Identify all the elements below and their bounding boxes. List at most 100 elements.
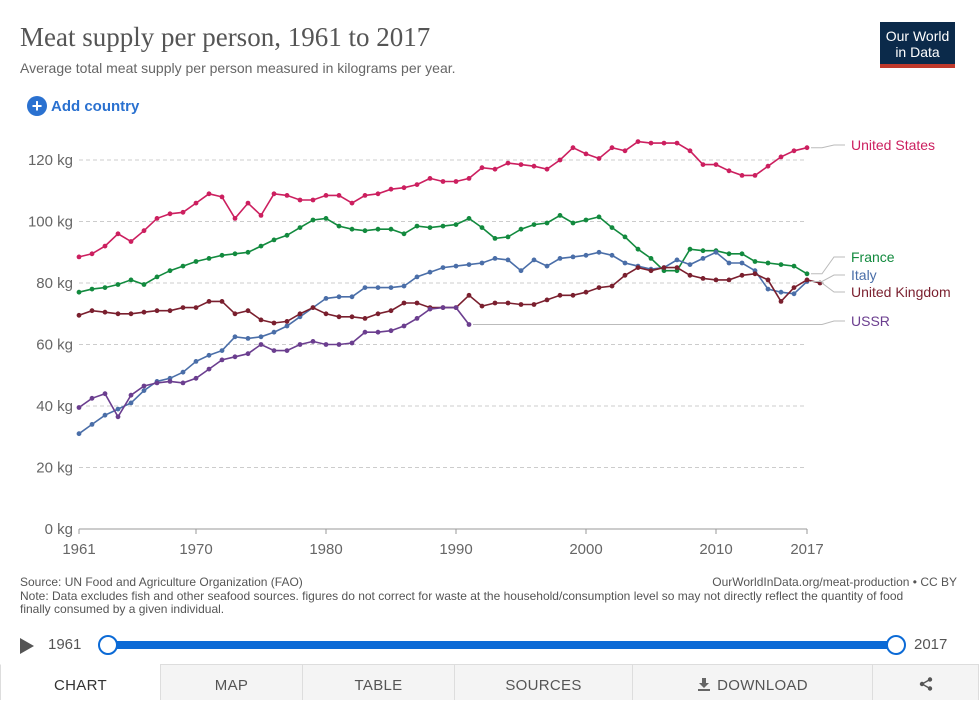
data-point-france [284, 232, 290, 238]
x-tick-label: 1961 [62, 541, 95, 558]
data-point-united-states [167, 211, 173, 217]
data-point-italy [427, 269, 433, 275]
data-point-france [401, 231, 407, 237]
data-point-united-kingdom [89, 308, 95, 314]
data-point-france [765, 260, 771, 266]
data-point-united-states [245, 200, 251, 206]
tab-table[interactable]: TABLE [302, 664, 454, 700]
data-point-united-kingdom [219, 299, 225, 304]
data-point-united-states [76, 254, 82, 260]
data-point-united-states [596, 156, 602, 161]
data-point-united-kingdom [570, 292, 576, 298]
data-point-ussr [167, 379, 173, 384]
data-point-france [232, 251, 238, 257]
data-point-united-kingdom [232, 311, 238, 317]
data-point-italy [349, 294, 355, 300]
data-point-united-states [479, 165, 485, 171]
data-point-united-states [674, 140, 680, 146]
tab-sources[interactable]: SOURCES [454, 664, 632, 700]
data-point-united-states [791, 148, 797, 154]
data-point-france [219, 252, 225, 258]
data-point-italy [128, 400, 134, 406]
timeline-start-handle[interactable] [98, 635, 118, 655]
data-point-united-states [297, 197, 303, 203]
series-label-united-kingdom[interactable]: United Kingdom [851, 284, 951, 300]
data-point-united-states [505, 160, 511, 166]
data-point-united-states [89, 251, 95, 257]
tab-map[interactable]: MAP [160, 664, 302, 700]
data-point-united-kingdom [336, 314, 342, 320]
data-point-france [622, 234, 628, 240]
data-point-italy [440, 265, 446, 270]
data-point-france [726, 251, 732, 257]
series-united-kingdom [76, 265, 823, 326]
data-point-italy [700, 256, 706, 261]
data-point-france [778, 262, 784, 267]
data-point-united-kingdom [297, 311, 303, 317]
data-point-france [271, 237, 277, 243]
data-point-united-kingdom [505, 300, 511, 306]
data-point-united-states [687, 148, 693, 154]
share-button[interactable] [872, 664, 979, 700]
series-line-united-states [78, 140, 808, 258]
download-icon [698, 678, 711, 691]
data-point-france [76, 289, 82, 295]
series-label-united-states[interactable]: United States [851, 137, 935, 153]
data-point-united-states [193, 200, 199, 206]
play-icon[interactable] [20, 638, 34, 654]
series-label-italy[interactable]: Italy [851, 267, 877, 283]
data-point-united-states [609, 145, 615, 151]
data-point-united-kingdom [622, 272, 628, 278]
data-point-ussr [258, 342, 264, 347]
y-tick-label: 60 kg [36, 337, 73, 354]
data-point-united-states [765, 163, 771, 169]
data-point-united-kingdom [700, 276, 706, 281]
timeline-end-label: 2017 [914, 636, 948, 653]
owid-logo[interactable]: Our World in Data [880, 22, 955, 68]
tab-download[interactable]: DOWNLOAD [632, 664, 872, 700]
data-point-italy [284, 323, 290, 329]
data-point-united-kingdom [258, 317, 264, 323]
page-title: Meat supply per person, 1961 to 2017 [20, 22, 431, 52]
timeline-track[interactable] [108, 641, 896, 649]
timeline: 1961 2017 [0, 630, 979, 660]
data-point-united-kingdom [557, 292, 563, 298]
timeline-end-handle[interactable] [886, 635, 906, 655]
label-connector-united-kingdom [820, 282, 845, 293]
data-point-ussr [323, 342, 329, 347]
add-country-button[interactable]: + Add country [27, 96, 139, 116]
data-point-united-states [310, 197, 316, 203]
y-axis-labels: 0 kg 20 kg 40 kg 60 kg 80 kg 100 kg 120 kg [28, 152, 73, 538]
data-point-ussr [427, 306, 433, 312]
data-point-united-kingdom [128, 311, 134, 317]
data-point-france [310, 217, 316, 223]
data-point-united-kingdom [362, 316, 368, 321]
data-point-italy [726, 260, 732, 266]
data-point-united-kingdom [154, 308, 160, 314]
data-point-italy [583, 252, 589, 258]
data-point-ussr [271, 348, 277, 353]
data-point-united-states [401, 185, 407, 191]
data-point-united-states [739, 173, 745, 178]
y-tick-label: 120 kg [28, 152, 73, 169]
timeline-start-label: 1961 [48, 636, 82, 653]
data-point-ussr [349, 340, 355, 346]
data-point-italy [609, 252, 615, 258]
series-label-france[interactable]: France [851, 249, 895, 265]
tab-download-label: DOWNLOAD [717, 677, 808, 694]
source-url-link[interactable]: OurWorldInData.org/meat-production • CC … [712, 575, 957, 589]
data-point-united-kingdom [167, 308, 173, 314]
data-point-italy [518, 268, 524, 274]
x-tick-label: 1990 [439, 541, 472, 558]
data-point-france [375, 226, 381, 232]
tab-chart[interactable]: CHART [0, 664, 160, 700]
data-point-united-kingdom [193, 305, 199, 310]
data-point-united-kingdom [674, 265, 680, 270]
data-point-italy [505, 257, 511, 263]
data-point-united-states [804, 145, 810, 151]
page-subtitle: Average total meat supply per person mea… [20, 60, 456, 76]
data-point-united-states [284, 193, 290, 198]
series-label-ussr[interactable]: USSR [851, 313, 890, 329]
data-point-united-kingdom [401, 300, 407, 306]
data-point-france [362, 228, 368, 234]
